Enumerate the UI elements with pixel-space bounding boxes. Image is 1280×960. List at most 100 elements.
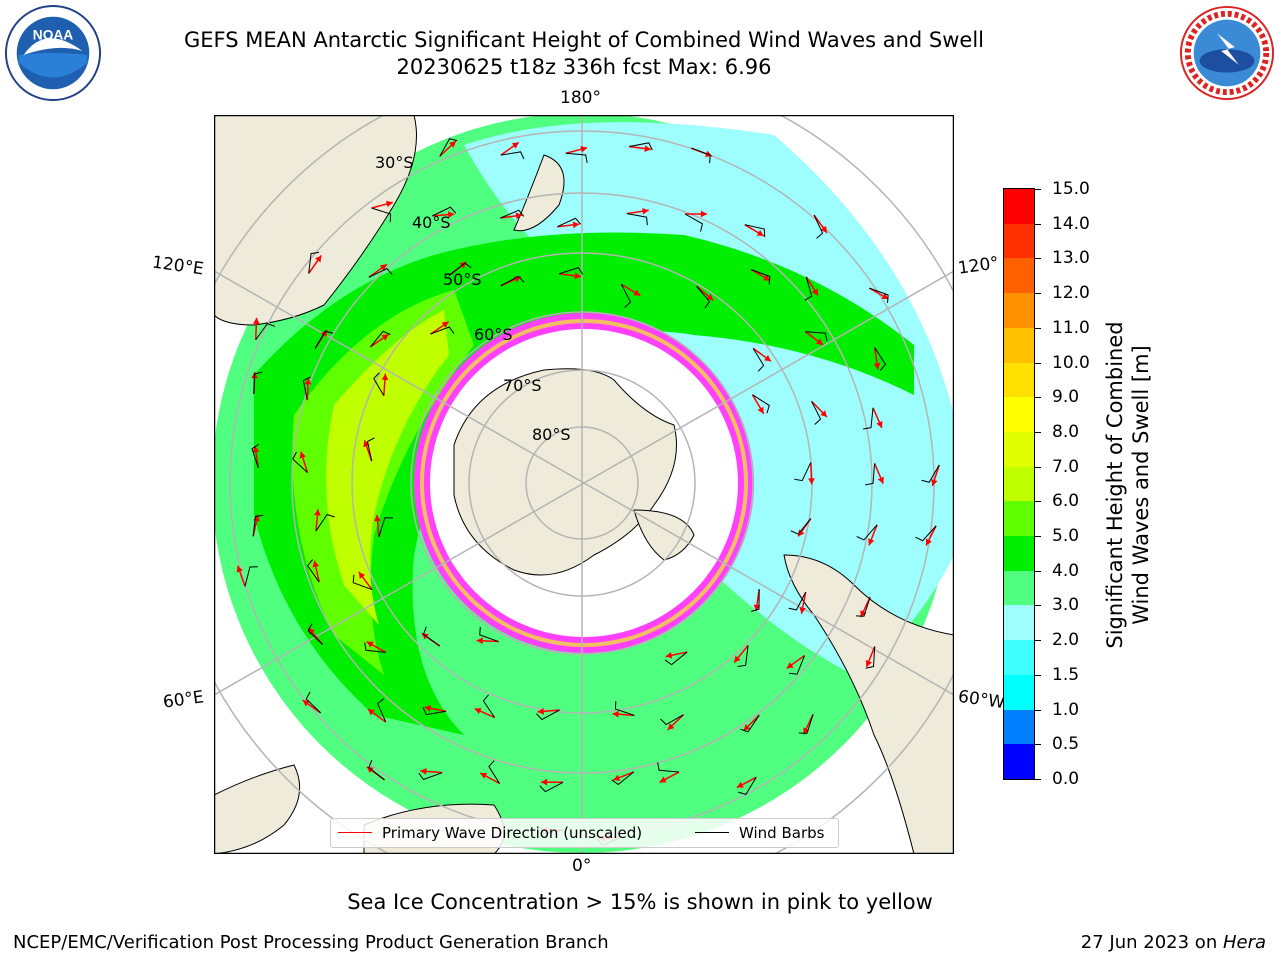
wind-barb [244,566,258,587]
wind-barb [488,760,500,784]
wind-barb [790,518,812,535]
wind-barb [308,251,320,274]
wind-barb [500,209,525,219]
wind-barb [856,524,878,541]
colorbar-tick-mark [1035,223,1041,225]
wave-arrow-head [537,708,544,715]
wind-barb [370,330,391,348]
colorbar [1003,188,1035,780]
wind-barb [855,597,871,617]
colorbar-tick-label: 0.0 [1052,769,1080,789]
wind-barb [614,701,635,716]
wave-arrow-head [474,708,482,715]
wave-arrow-head [786,662,794,669]
noaa-logo: NOAA [4,4,102,102]
wind-barb [657,762,680,773]
colorbar-tick-mark [1035,501,1041,503]
wave-arrow-head [665,651,673,659]
antarctic-peninsula [633,509,695,561]
footer-date-text: 27 Jun 2023 on [1080,932,1223,953]
wave-arrow-head [659,776,667,783]
lat-label-50s: 50°S [443,270,482,289]
wave-arrow-head [574,272,582,280]
footer-machine: Hera [1222,932,1266,953]
wave-arrow-head [860,610,867,618]
wave-arrow-head [304,378,312,385]
wave-arrow-head [612,710,619,718]
wind-barb [373,372,385,396]
wind-barb [252,514,264,537]
wave-arrow-head [476,637,483,645]
colorbar-tick-label: 1.0 [1052,699,1080,720]
wind-barb [660,714,684,726]
wind-barb [750,269,771,285]
wind-barb [794,462,812,482]
wave-arrow-head [480,772,488,779]
colorbar-tick-label: 3.0 [1052,595,1080,616]
colorbar-segment [1004,223,1034,259]
wave-arrow-head [449,141,456,148]
wave-arrow-head [540,778,548,786]
colorbar-tick-mark [1035,605,1041,607]
colorbar-tick-label: 11.0 [1052,317,1090,338]
wind-barb [251,443,259,468]
wind-barb [740,714,760,733]
polar-map [213,114,955,855]
colorbar-tick-label: 13.0 [1052,248,1090,269]
wave-arrow-head [385,200,393,208]
wave-arrow-head [865,660,872,667]
wind-barb [536,709,560,721]
wind-barb [738,777,757,795]
wave-arrow-head [764,354,772,362]
chart-subtitle: 20230625 t18z 336h fcst Max: 6.96 [396,55,772,79]
wave-arrow-head [312,560,319,568]
colorbar-segment [1004,604,1034,641]
colorbar-tick-mark [1035,431,1041,433]
wind-barb [377,698,387,723]
wave-arrow-head [633,289,641,296]
wind-barb [307,623,323,645]
wave-arrow-head [700,210,708,218]
wave-arrow-head [881,293,889,300]
wind-barb [422,626,440,647]
wind-barb [253,371,263,395]
colorbar-tick-mark [1035,709,1041,711]
wind-barb [626,213,648,226]
wave-arrow-head [808,478,815,485]
colorbar-segment [1004,396,1034,432]
lon-label-60e: 60°E [161,687,206,713]
wind-barb [305,691,321,714]
colorbar-segment [1004,257,1034,294]
wind-barb [302,376,311,401]
wave-arrow-head [447,211,455,218]
colorbar-tick-label: 9.0 [1052,387,1080,408]
wind-barb [352,574,373,591]
wind-barb [789,655,806,675]
lat-label-70s: 70°S [503,376,542,395]
colorbar-tick-mark [1035,536,1041,538]
lat-label-40s: 40°S [412,213,451,232]
wave-arrow-head [756,229,764,236]
wind-barb [752,348,765,372]
wind-barb [482,694,496,718]
wind-barb [620,284,632,308]
wind-barb [418,772,443,781]
wind-barb [744,224,766,238]
colorbar-tick-mark [1035,466,1041,468]
wave-arrow-head [420,768,427,775]
wind-barb-legend-line [695,832,729,833]
wind-barb [813,214,824,239]
wave-arrow-head [366,641,374,648]
wind-barb [737,645,749,667]
wave-arrow-head [873,362,881,370]
sea-ice-note: Sea Ice Concentration > 15% is shown in … [347,890,933,914]
colorbar-segment [1004,500,1034,537]
colorbar-tick-label: 14.0 [1052,213,1090,234]
wave-arrow-head [877,476,884,484]
colorbar-tick-label: 0.5 [1052,734,1080,755]
footer-credit: NCEP/EMC/Verification Post Processing Pr… [13,932,609,953]
wind-barb [479,626,499,643]
wind-barb [664,651,688,666]
wave-arrow-head [381,373,389,381]
colorbar-segment [1004,327,1034,363]
